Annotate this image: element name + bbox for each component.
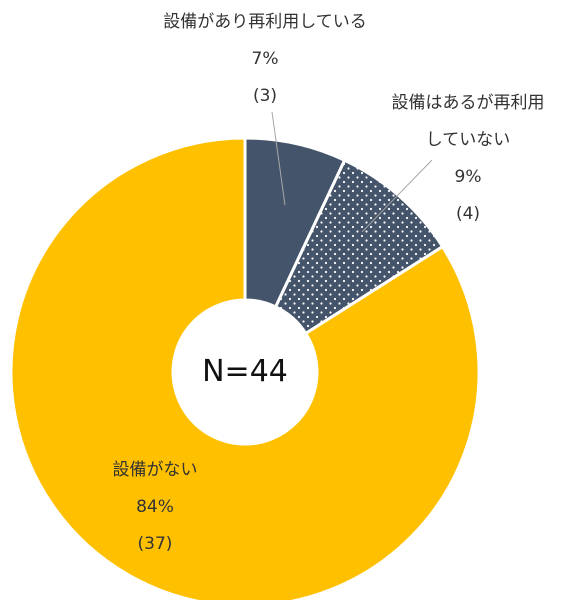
count-label: (3) <box>252 86 278 106</box>
category-label: 設備がない <box>112 460 198 480</box>
category-label: 設備はあるが再利用していない <box>391 93 545 150</box>
count-label: (4) <box>455 204 481 224</box>
leader-line <box>361 159 433 233</box>
percent-label: 84% <box>136 497 174 517</box>
data-label: 設備がない 84% (37) <box>60 452 250 563</box>
leader-line <box>271 111 286 206</box>
data-label: 設備があり再利用している 7% (3) <box>115 4 415 115</box>
percent-label: 9% <box>454 167 482 187</box>
category-label: 設備があり再利用している <box>163 12 367 32</box>
donut-slice <box>9 136 481 600</box>
center-label: N=44 <box>202 354 288 389</box>
donut-slice <box>273 158 445 336</box>
count-label: (37) <box>137 534 173 554</box>
data-label: 設備はあるが再利用していない 9% (4) <box>378 85 558 233</box>
percent-label: 7% <box>251 49 279 69</box>
